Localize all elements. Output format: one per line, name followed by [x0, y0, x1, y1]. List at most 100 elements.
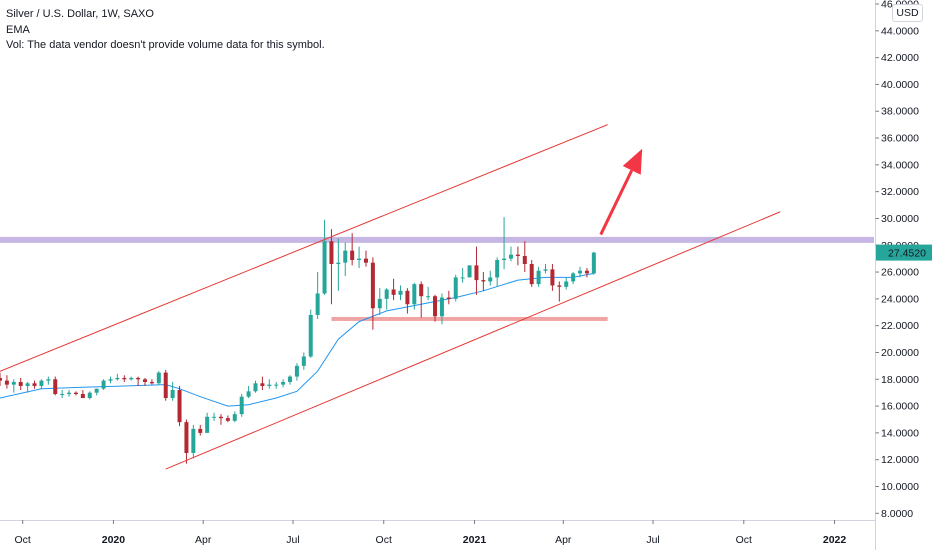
candle-body: [391, 289, 396, 295]
candle-body: [453, 277, 458, 299]
candle: [4, 375, 9, 389]
candle-body: [267, 384, 272, 386]
candle-body: [474, 265, 479, 281]
candle: [225, 415, 230, 423]
candle-body: [274, 384, 279, 386]
candle: [550, 264, 555, 291]
candle-body: [294, 365, 299, 377]
candle: [205, 412, 210, 433]
y-tick-label: 42.0000: [881, 52, 919, 64]
resistance-zone: [0, 236, 874, 243]
last-price-label: 27.4520: [888, 248, 926, 260]
candle: [0, 372, 2, 386]
candle: [212, 412, 217, 421]
up-arrow-head: [622, 148, 643, 175]
candle-body: [350, 250, 355, 260]
time-axis-panel: [0, 520, 932, 550]
candle-body: [508, 254, 513, 259]
candle: [502, 217, 507, 270]
candle: [101, 379, 106, 390]
candle-body: [184, 422, 189, 453]
candle: [191, 424, 196, 459]
symbol-title[interactable]: Silver / U.S. Dollar, 1W, SAXO: [6, 8, 154, 20]
y-tick-label: 18.0000: [881, 374, 919, 386]
candle: [156, 371, 161, 385]
candle: [384, 288, 389, 310]
candle: [391, 278, 396, 301]
candle: [308, 309, 313, 358]
candle: [246, 385, 251, 399]
candle: [426, 286, 431, 301]
candle-body: [564, 281, 569, 287]
candle: [398, 285, 403, 301]
x-tick-label: 2020: [102, 534, 126, 546]
candle: [405, 288, 410, 314]
candle-body: [460, 277, 465, 279]
candle: [267, 379, 272, 389]
candle-body: [212, 416, 217, 418]
candle: [143, 377, 148, 386]
candle-body: [591, 252, 596, 274]
candle-body: [439, 297, 444, 317]
candle-body: [39, 380, 44, 386]
candle-body: [225, 418, 230, 421]
candle-body: [377, 298, 382, 309]
candle: [136, 376, 141, 386]
y-tick-label: 14.0000: [881, 427, 919, 439]
currency-button[interactable]: USD: [892, 4, 923, 22]
candle: [60, 390, 65, 399]
candle-body: [557, 285, 562, 287]
candle-body: [94, 388, 99, 393]
candle-body: [543, 269, 548, 271]
candle-body: [205, 416, 210, 433]
y-tick-label: 20.0000: [881, 347, 919, 359]
candle-body: [25, 383, 30, 386]
x-tick-label: 2022: [823, 534, 847, 546]
candle: [474, 246, 479, 295]
candle-body: [370, 262, 375, 309]
candle: [108, 376, 113, 384]
candle-body: [156, 372, 161, 384]
candle: [453, 274, 458, 302]
y-tick-label: 38.0000: [881, 106, 919, 118]
candle-body: [315, 293, 320, 315]
last-price-tag: [876, 244, 932, 261]
candle: [198, 424, 203, 436]
candle: [25, 381, 30, 393]
y-tick-label: 30.0000: [881, 213, 919, 225]
candle-body: [446, 297, 451, 299]
candle: [163, 369, 168, 401]
candle-body: [0, 377, 2, 381]
candle: [377, 288, 382, 315]
candle-body: [288, 376, 293, 382]
candle: [253, 380, 258, 393]
candle: [357, 246, 362, 269]
candle-body: [129, 377, 134, 380]
candle: [557, 281, 562, 302]
candle-body: [384, 289, 389, 299]
candle-body: [53, 379, 58, 395]
candle-body: [191, 428, 196, 453]
candle-body: [122, 377, 127, 380]
candle-body: [329, 241, 334, 265]
y-tick-label: 22.0000: [881, 320, 919, 332]
y-tick-label: 40.0000: [881, 79, 919, 91]
candle: [467, 265, 472, 278]
candle: [460, 268, 465, 283]
candle: [184, 419, 189, 464]
candle: [481, 272, 486, 291]
candle: [115, 373, 120, 381]
candle-body: [4, 380, 9, 385]
candle: [80, 390, 85, 399]
candle: [260, 376, 265, 390]
x-tick-label: Oct: [376, 534, 392, 546]
candle: [149, 379, 154, 385]
candle: [522, 241, 527, 273]
candle-body: [73, 392, 78, 395]
candle: [129, 376, 134, 381]
candle-body: [87, 392, 92, 399]
indicator-label[interactable]: EMA: [6, 23, 30, 36]
x-tick-label: Apr: [195, 534, 212, 546]
y-tick-label: 36.0000: [881, 133, 919, 145]
